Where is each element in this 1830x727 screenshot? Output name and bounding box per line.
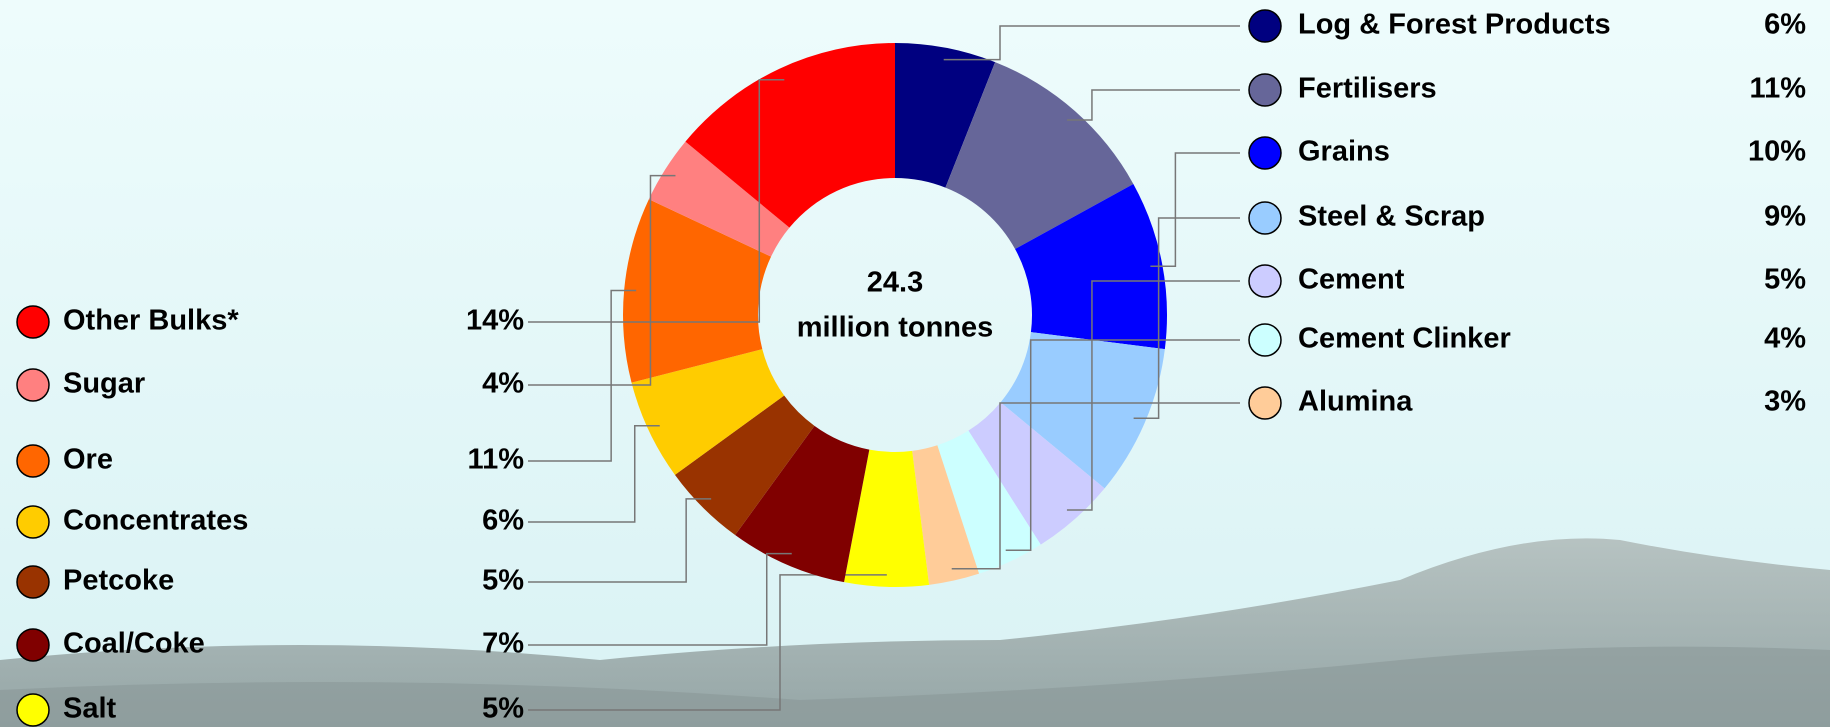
legend-label: Cement: [1298, 264, 1405, 296]
value-label: 6%: [1764, 9, 1806, 41]
legend-marker: [1249, 387, 1281, 419]
legend-label: Sugar: [63, 368, 145, 400]
legend-marker: [1249, 324, 1281, 356]
legend-label: Petcoke: [63, 565, 174, 597]
center-total: 24.3: [867, 267, 923, 299]
value-label: 3%: [1764, 386, 1806, 418]
value-label: 10%: [1748, 136, 1806, 168]
value-label: 5%: [1764, 264, 1806, 296]
legend-marker: [1249, 202, 1281, 234]
legend-label: Salt: [63, 693, 117, 725]
chart: 24.3 million tonnes Log & Forest Product…: [0, 0, 1830, 727]
legend-label: Cement Clinker: [1298, 323, 1511, 355]
legend-marker: [1249, 137, 1281, 169]
value-label: 9%: [1764, 201, 1806, 233]
legend-label: Fertilisers: [1298, 73, 1437, 105]
value-label: 14%: [466, 305, 524, 337]
legend-marker: [17, 694, 49, 726]
value-label: 7%: [482, 628, 524, 660]
legend-marker: [17, 566, 49, 598]
legend-label: Concentrates: [63, 505, 248, 537]
legend-marker: [1249, 74, 1281, 106]
legend-marker: [17, 629, 49, 661]
legend-marker: [1249, 265, 1281, 297]
legend-label: Grains: [1298, 136, 1390, 168]
legend-label: Alumina: [1298, 386, 1413, 418]
center-unit: million tonnes: [797, 312, 994, 344]
legend-label: Log & Forest Products: [1298, 9, 1611, 41]
legend-marker: [17, 369, 49, 401]
legend-label: Coal/Coke: [63, 628, 205, 660]
value-label: 11%: [1750, 73, 1807, 105]
value-label: 5%: [482, 565, 524, 597]
value-label: 4%: [482, 368, 524, 400]
legend-label: Ore: [63, 444, 113, 476]
legend-label: Steel & Scrap: [1298, 201, 1485, 233]
value-label: 6%: [482, 505, 524, 537]
legend-label: Other Bulks*: [63, 305, 239, 337]
legend-marker: [17, 306, 49, 338]
value-label: 11%: [468, 444, 525, 476]
legend-marker: [17, 506, 49, 538]
legend-marker: [17, 445, 49, 477]
legend-marker: [1249, 10, 1281, 42]
value-label: 5%: [482, 693, 524, 725]
value-label: 4%: [1764, 323, 1806, 355]
